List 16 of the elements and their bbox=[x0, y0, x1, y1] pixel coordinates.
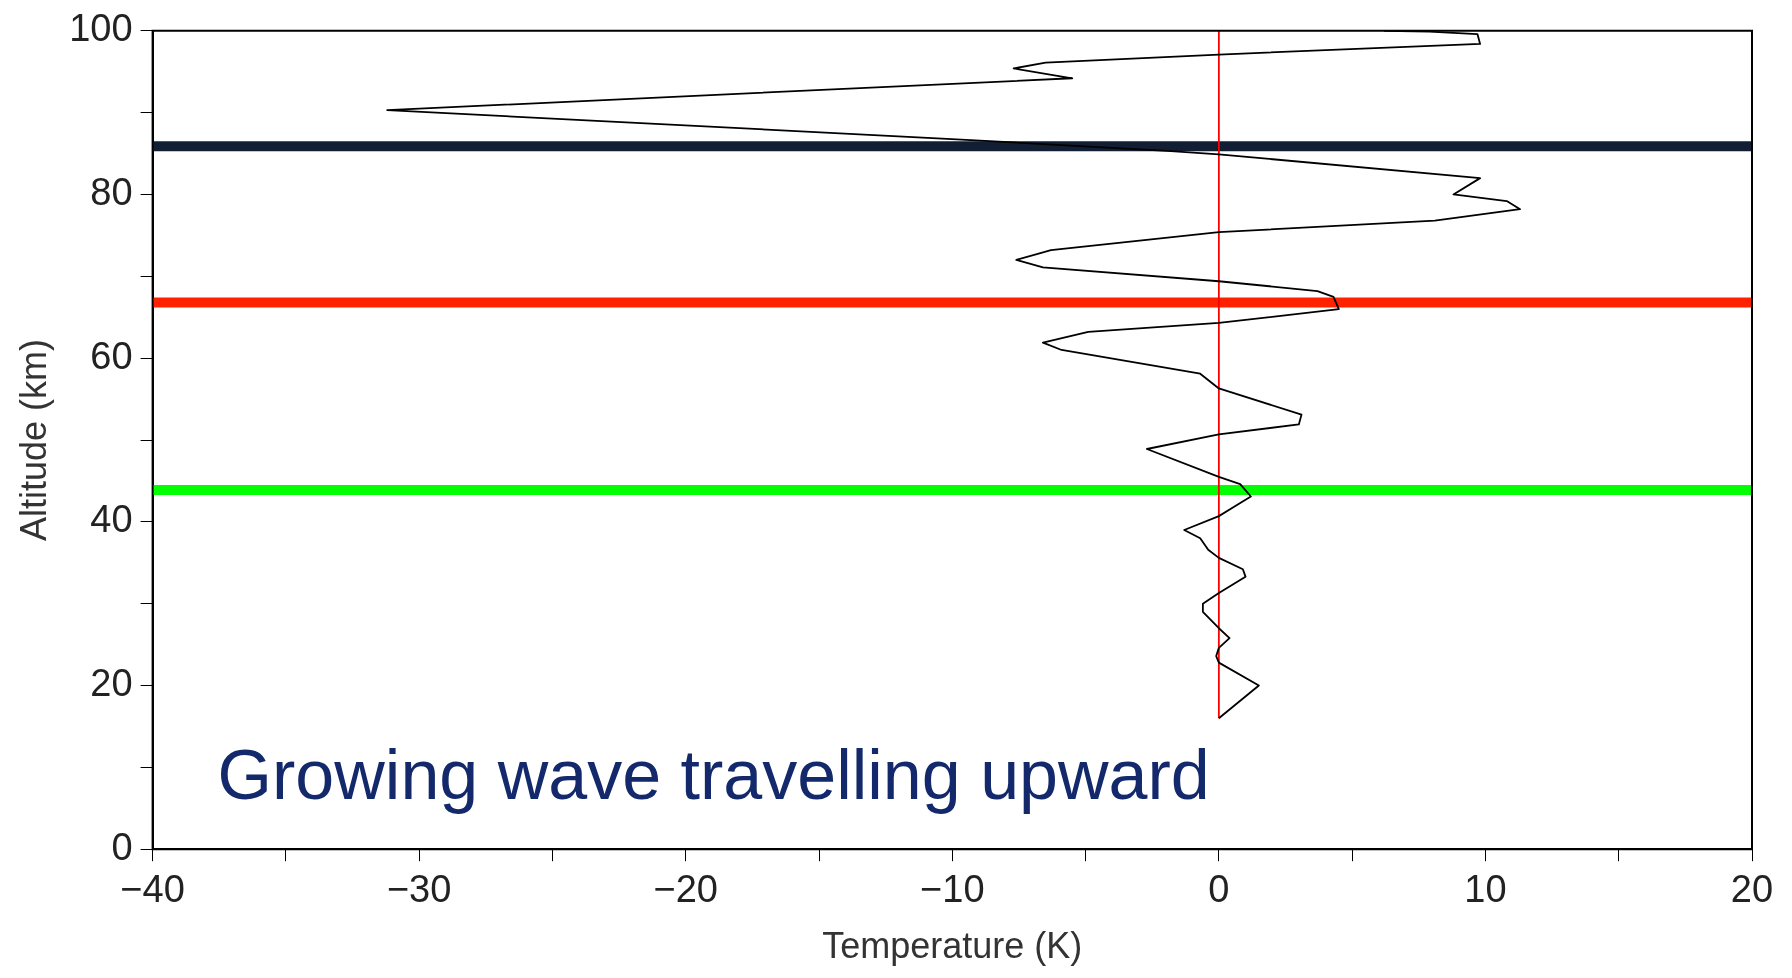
y-tick-label: 60 bbox=[90, 334, 133, 377]
x-tick-label: −30 bbox=[386, 868, 452, 911]
x-axis-title: Temperature (K) bbox=[822, 925, 1083, 967]
y-tick-label: 80 bbox=[90, 170, 133, 213]
x-tick-label: 20 bbox=[1730, 868, 1774, 911]
annotation: Growing wave travelling upward bbox=[217, 736, 1210, 815]
y-tick-label: 0 bbox=[111, 825, 133, 868]
y-tick-label: 100 bbox=[69, 7, 133, 50]
x-tick-label: −40 bbox=[120, 868, 185, 911]
x-tick-label: 10 bbox=[1464, 868, 1507, 911]
x-tick-label: −10 bbox=[920, 868, 985, 911]
y-tick-label: 20 bbox=[90, 662, 133, 704]
x-tick-label: −20 bbox=[653, 868, 718, 911]
x-tick-label: 0 bbox=[1208, 868, 1230, 911]
y-axis-title: Altitude (km) bbox=[12, 338, 54, 542]
y-tick-label: 40 bbox=[90, 498, 133, 541]
